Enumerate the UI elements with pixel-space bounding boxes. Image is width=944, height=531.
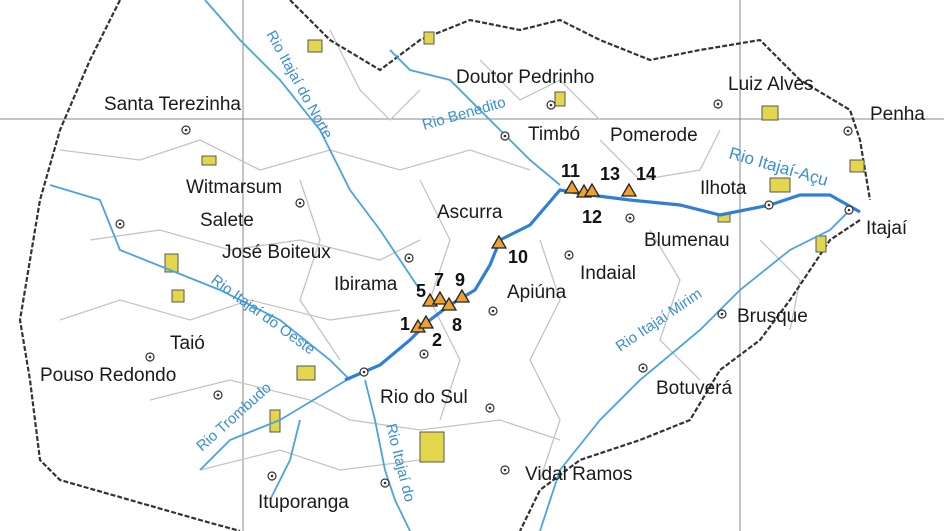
triangle-icon — [620, 182, 638, 197]
site-labels: 1 2 5 7 8 9 10 11 12 13 14 — [400, 161, 656, 350]
triangle-icon — [563, 179, 581, 194]
triangle-icon — [453, 288, 471, 303]
triangle-icon — [490, 234, 508, 249]
site-label: 11 — [561, 161, 580, 181]
city-label: Vidal Ramos — [525, 464, 632, 485]
city-label: Pouso Redondo — [40, 365, 176, 386]
city-label: Ibirama — [334, 274, 398, 295]
site-label: 13 — [600, 164, 620, 184]
city-label: Rio do Sul — [380, 387, 468, 408]
municipal-boundaries — [59, 29, 801, 481]
city-label: Ilhota — [700, 178, 747, 199]
city-label: Pomerode — [610, 125, 698, 146]
triangle-icon — [431, 290, 449, 305]
site-label: 10 — [508, 247, 528, 267]
site-label: 9 — [455, 270, 465, 290]
site-label: 8 — [452, 315, 462, 335]
city-label: Ascurra — [437, 202, 503, 223]
city-label: Botuverá — [656, 378, 732, 399]
triangle-icon — [417, 314, 435, 329]
town-dots — [118, 102, 851, 485]
river-label: Rio Trombudo — [193, 379, 274, 455]
tributary-rivers — [49, 0, 851, 531]
triangle-icon — [440, 296, 458, 311]
city-label: José Boiteux — [222, 242, 331, 263]
river-label: Rio Itajaí do — [382, 422, 418, 504]
site-label: 14 — [636, 164, 656, 184]
site-label: 1 — [400, 314, 410, 334]
river-label: Rio Benedito — [420, 94, 507, 134]
site-label: 5 — [416, 281, 426, 301]
basin-boundary — [18, 0, 872, 531]
protected-areas — [164, 31, 865, 463]
city-label: Ituporanga — [258, 492, 349, 513]
city-label: Itajaí — [866, 218, 908, 239]
city-label: Penha — [870, 104, 925, 125]
city-label: Apiúna — [507, 282, 567, 303]
city-label: Blumenau — [644, 230, 730, 251]
site-label: 7 — [434, 270, 444, 290]
city-label: Brusque — [737, 306, 808, 327]
site-label: 12 — [582, 207, 602, 227]
city-label: Salete — [200, 210, 254, 231]
site-markers — [409, 179, 638, 333]
city-label: Santa Terezinha — [104, 94, 241, 115]
city-label: Timbó — [528, 124, 580, 145]
city-label: Indaial — [580, 263, 636, 284]
river-label: Rio Itajaí Mirim — [613, 285, 705, 355]
city-label: Witmarsum — [186, 177, 282, 198]
site-label: 2 — [432, 330, 442, 350]
river-label: Rio Itajaí do Oeste — [208, 271, 319, 358]
city-labels: Santa Terezinha Witmarsum Salete José Bo… — [40, 67, 925, 513]
city-label: Doutor Pedrinho — [456, 67, 594, 88]
river-label: Rio Itajaí do Norte — [263, 28, 336, 142]
triangle-icon — [583, 182, 601, 197]
city-label: Taió — [170, 333, 205, 354]
city-label: Luiz Alves — [728, 74, 814, 95]
